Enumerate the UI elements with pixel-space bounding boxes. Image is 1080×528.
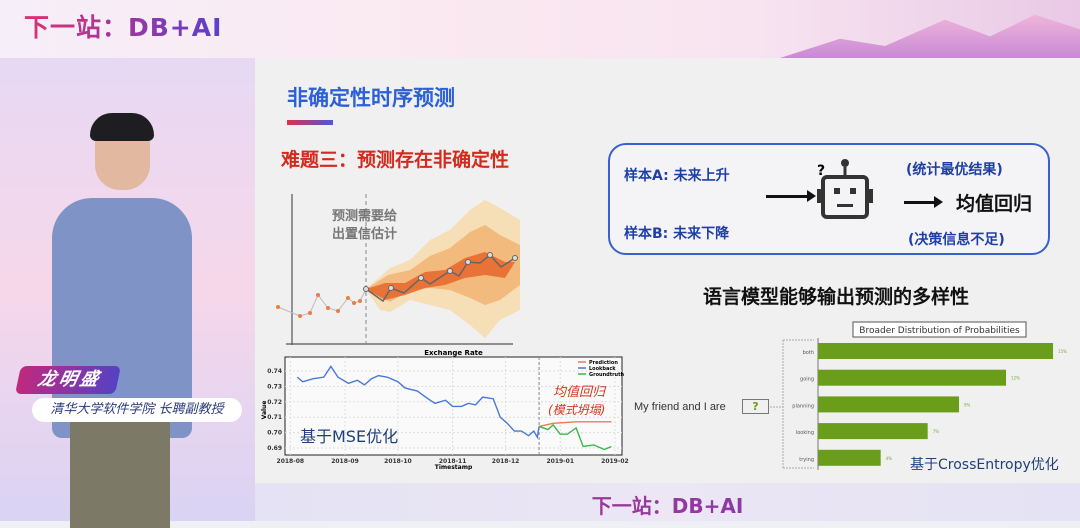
y-tick-label: 0.74 xyxy=(267,368,282,375)
mean-reversion-box: 样本A: 未来上升 样本B: 未来下降 ? (统计最优结果) 均值回归 (决策信… xyxy=(608,143,1050,255)
x-tick-label: 2018-10 xyxy=(384,458,412,465)
sample-b-label: 样本B: 未来下降 xyxy=(624,226,730,242)
legend-label: Groundtruth xyxy=(589,372,625,378)
value-label: 12% xyxy=(1011,376,1020,381)
footer-bar: 下一站：DB+AI xyxy=(255,483,1080,521)
slide-subtitle: 难题三：预测存在非确定性 xyxy=(281,149,510,171)
crossentropy-label: 基于CrossEntropy优化 xyxy=(910,457,1059,473)
bar-both xyxy=(818,343,1054,359)
category-label: going xyxy=(800,377,814,383)
category-label: looking xyxy=(796,430,814,436)
legend-label: Lookback xyxy=(589,366,616,372)
fan-note-line2: 出置信估计 xyxy=(332,226,397,242)
mse-label: 基于MSE优化 xyxy=(300,427,399,446)
category-label: planning xyxy=(792,403,814,409)
x-axis-label: Timestamp xyxy=(435,464,473,470)
arrow-out-icon xyxy=(904,201,936,204)
history-points xyxy=(276,293,362,318)
mean-reversion-note-2: (模式坍塌) xyxy=(548,403,606,417)
bar-looking xyxy=(818,423,928,440)
slide-title: 非确定性时序预测 xyxy=(287,86,455,110)
prompt-blank: ? xyxy=(742,399,769,414)
value-label: 4% xyxy=(886,456,893,461)
y-tick-label: 0.71 xyxy=(267,414,282,421)
x-tick-label: 2018-11 xyxy=(439,458,467,465)
series-line-groundtruth xyxy=(538,423,612,451)
speaker-hair xyxy=(90,113,154,141)
x-tick-label: 2019-01 xyxy=(546,458,574,465)
x-tick-label: 2018-08 xyxy=(277,458,305,465)
x-tick-label: 2018-09 xyxy=(331,458,359,465)
category-label: both xyxy=(803,350,814,356)
chart-title-box xyxy=(852,321,1027,338)
decision-note: (决策信息不足) xyxy=(908,232,1005,248)
mountain-decoration xyxy=(780,14,1080,58)
y-tick-label: 0.70 xyxy=(267,430,282,437)
y-axis-label: Value xyxy=(261,401,268,420)
speaker-role: 清华大学软件学院 长聘副教授 xyxy=(32,398,242,422)
value-label: 9% xyxy=(964,402,971,407)
event-banner: 下一站：DB+AI xyxy=(0,0,1080,58)
footer-title: 下一站：DB+AI xyxy=(255,490,1080,519)
arrow-out-head xyxy=(934,196,943,208)
arrow-in-head xyxy=(807,190,816,202)
title-underline xyxy=(287,120,333,125)
statistics-note: (统计最优结果) xyxy=(906,162,1003,178)
y-tick-label: 0.73 xyxy=(267,383,282,390)
robot-question-mark: ? xyxy=(817,163,825,179)
category-label: trying xyxy=(799,457,814,463)
mean-reversion-result: 均值回归 xyxy=(956,193,1033,215)
mean-reversion-note-1: 均值回归 xyxy=(553,385,606,400)
bar-trying xyxy=(818,449,881,466)
speaker-video xyxy=(0,58,255,528)
speaker-name: 龙明盛 xyxy=(15,366,121,394)
exchange-rate-chart: Exchange Rate Timestamp Value 0.69 0.70 0.71 0… xyxy=(261,350,629,470)
series-line-prediction xyxy=(538,421,612,428)
chart-title: Broader Distribution of Probabilities xyxy=(859,326,1020,336)
history-line xyxy=(277,288,367,317)
y-tick-label: 0.72 xyxy=(267,399,282,406)
legend-label: Prediction xyxy=(589,360,618,366)
event-title: 下一站：DB+AI xyxy=(24,8,222,44)
speaker-trousers xyxy=(70,418,170,528)
forecast-points xyxy=(363,252,518,292)
bar-planning xyxy=(818,396,960,413)
sample-a-label: 样本A: 未来上升 xyxy=(624,168,730,184)
chart-title: Exchange Rate xyxy=(424,350,483,357)
probability-bar-chart: Broader Distribution of Probabilities bot… xyxy=(770,321,1067,470)
value-label: 15% xyxy=(1058,349,1067,354)
prompt-text: My friend and I are xyxy=(634,401,726,413)
fan-note-line1: 预测需要给 xyxy=(332,208,397,224)
uncertainty-fan-chart: 预测需要给 出置信估计 xyxy=(276,194,520,348)
x-tick-label: 2018-12 xyxy=(492,458,520,465)
series-line-lookback xyxy=(296,365,540,440)
x-tick-label: 2019-02 xyxy=(601,458,629,465)
fan-band-inner xyxy=(366,252,515,300)
section-heading: 语言模型能够输出预测的多样性 xyxy=(703,286,970,308)
value-label: 7% xyxy=(933,429,940,434)
arrow-in-icon xyxy=(766,195,810,198)
bracket xyxy=(770,339,814,469)
robot-icon: ? xyxy=(817,159,873,219)
y-tick-label: 0.69 xyxy=(267,445,282,452)
bar-going xyxy=(818,369,1007,386)
